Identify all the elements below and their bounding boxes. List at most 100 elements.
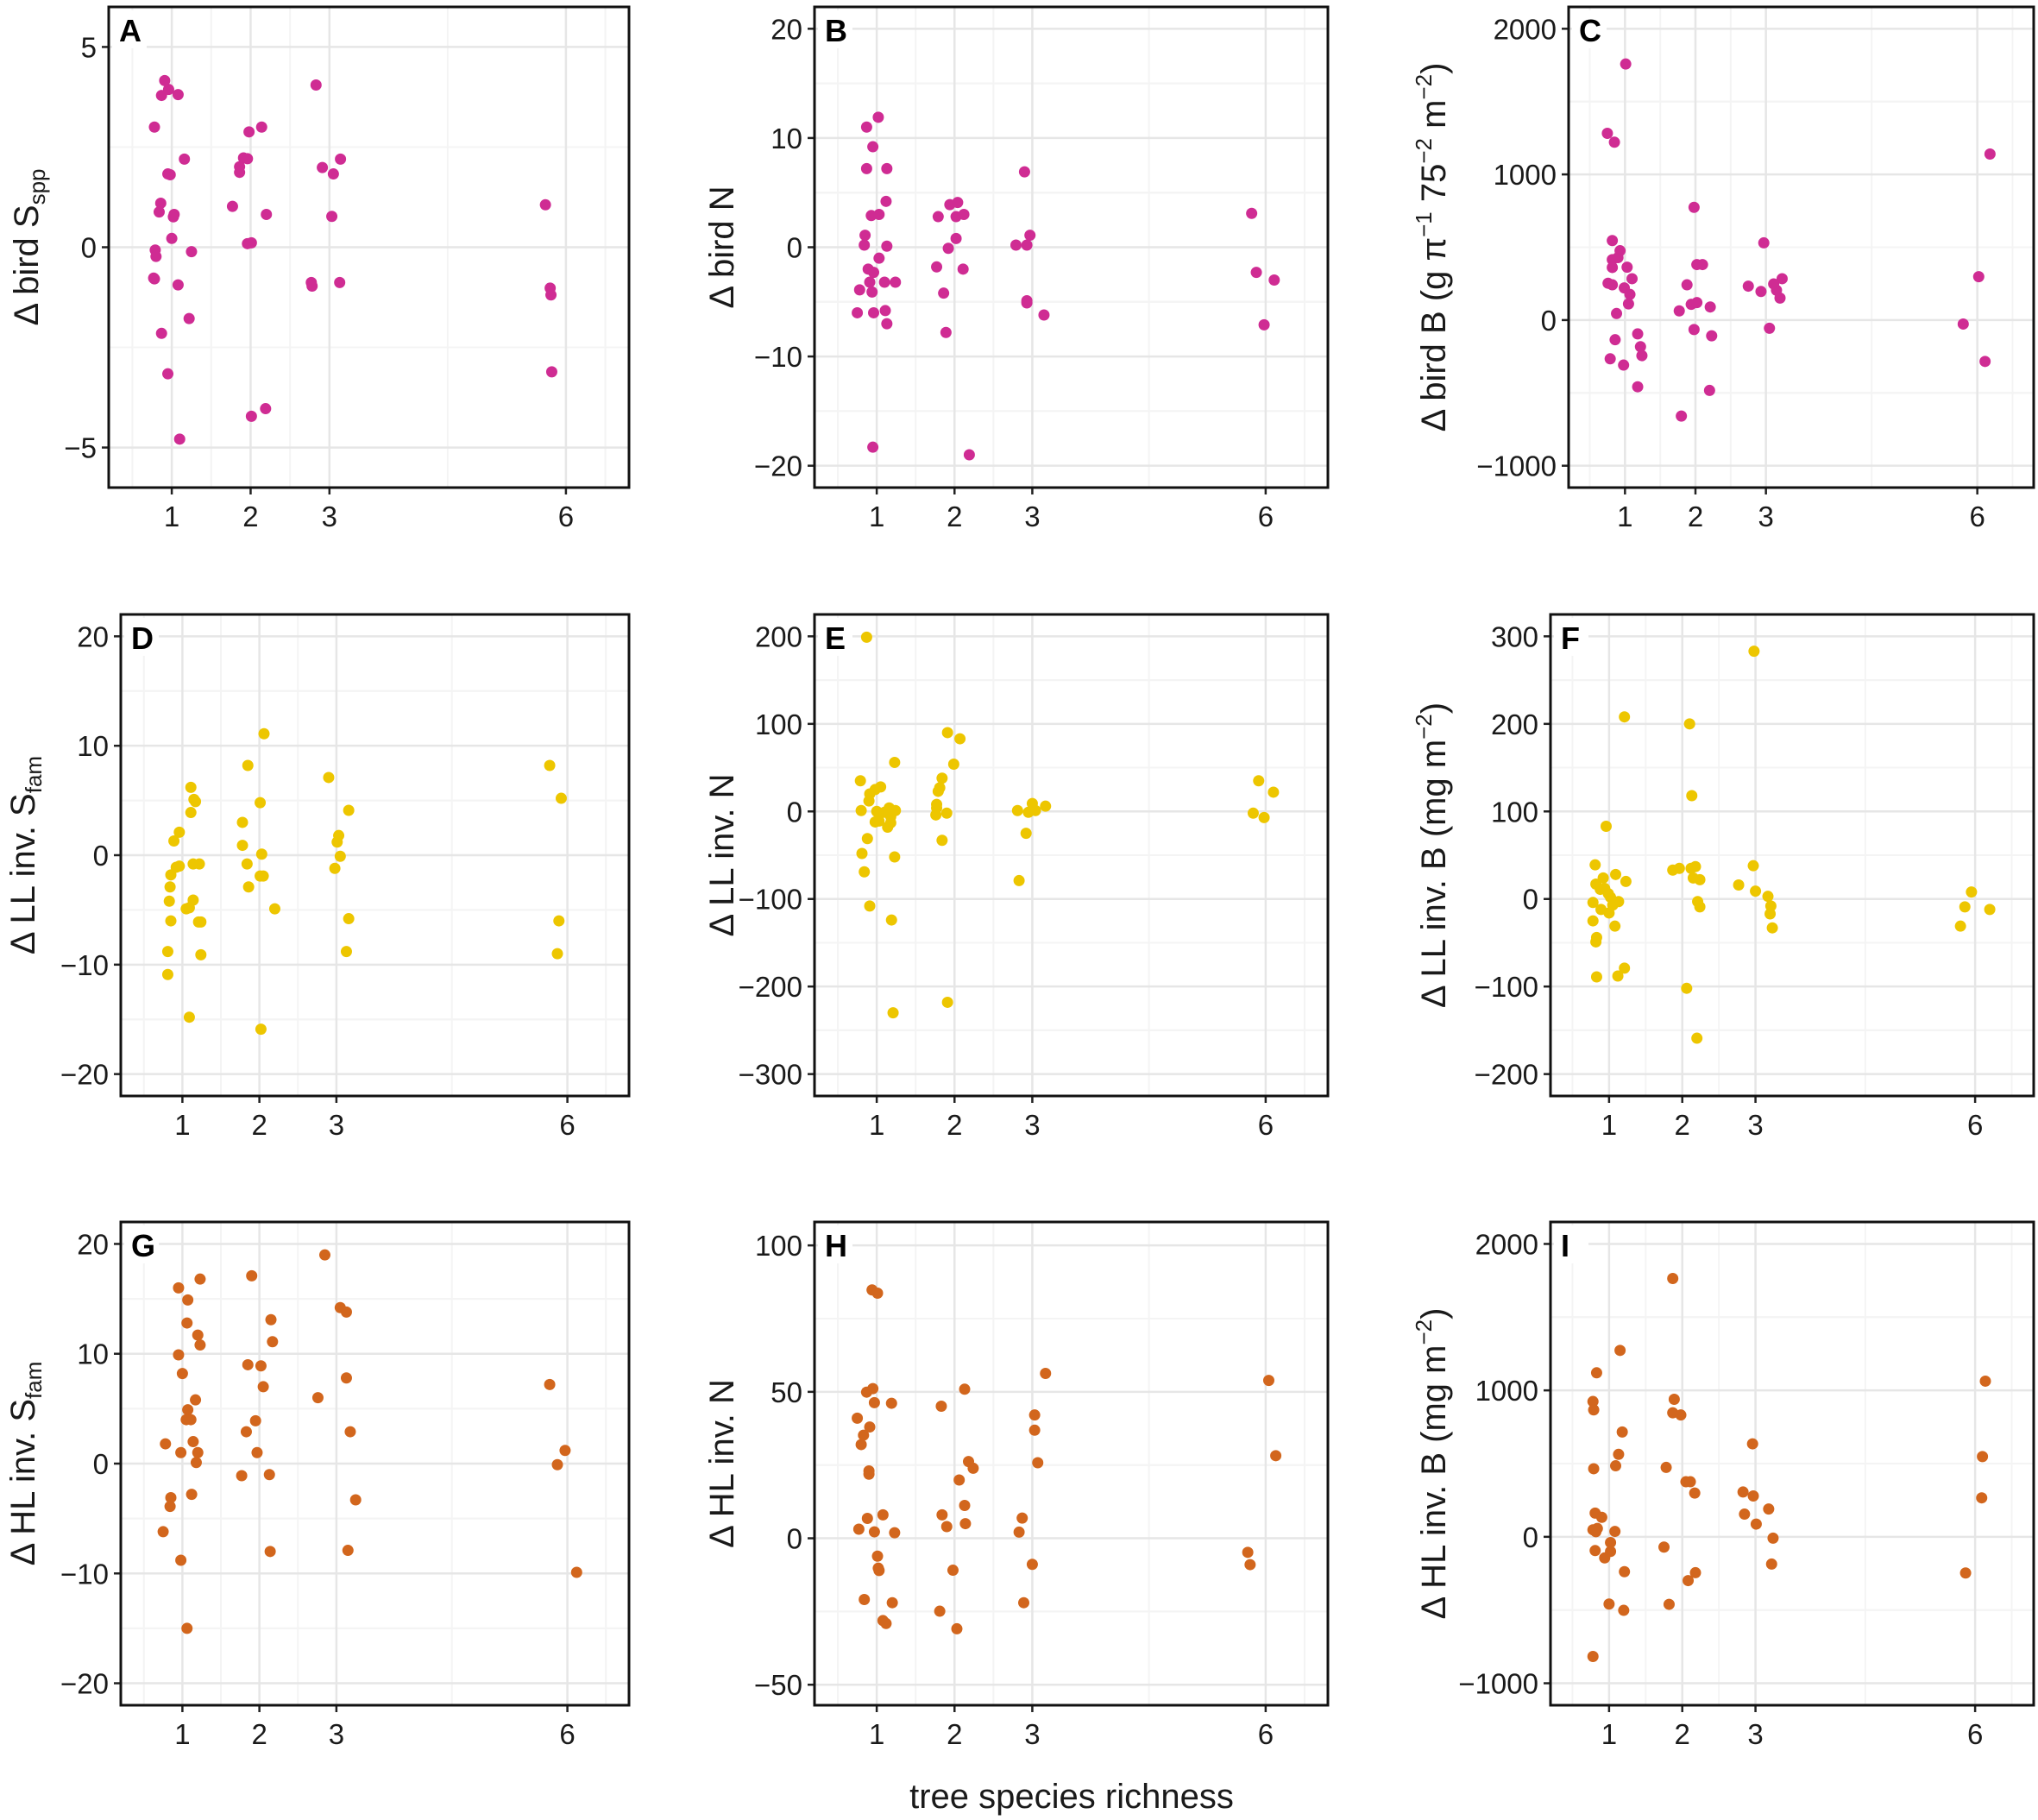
data-point: [1689, 860, 1701, 872]
data-point: [1619, 962, 1631, 974]
x-tick-label: 1: [1601, 1718, 1617, 1750]
y-axis-label: Δ bird N: [703, 186, 741, 308]
data-point: [1706, 330, 1718, 342]
data-point: [187, 1436, 199, 1448]
data-point: [160, 1438, 172, 1450]
data-point: [306, 280, 318, 293]
data-point: [1776, 273, 1788, 285]
x-tick-label: 2: [251, 1718, 267, 1750]
data-point: [863, 1468, 875, 1480]
data-point: [331, 836, 343, 848]
data-point: [954, 733, 966, 745]
data-point: [1704, 301, 1716, 313]
data-point: [1599, 1552, 1611, 1564]
panel-letter-background: [1554, 1225, 1588, 1263]
data-point: [880, 195, 892, 207]
data-point: [570, 1566, 582, 1578]
data-point: [959, 1383, 971, 1395]
data-point: [887, 1007, 899, 1019]
x-tick-label: 1: [1601, 1109, 1617, 1141]
y-tick-label: −100: [739, 884, 802, 916]
data-point: [544, 1378, 556, 1390]
y-axis-label-part: Δ LL inv. B (mg m: [1415, 740, 1453, 1008]
data-point: [934, 1605, 946, 1617]
data-point: [1612, 970, 1624, 982]
data-point: [889, 756, 901, 768]
data-point: [1614, 1345, 1626, 1357]
panel-letter-background: [818, 1225, 852, 1263]
x-tick-label: 6: [1967, 1109, 1983, 1141]
data-point: [1739, 1508, 1751, 1521]
data-point: [263, 1469, 275, 1481]
data-point: [1013, 874, 1025, 886]
y-axis-label-part: m: [1415, 100, 1453, 138]
data-point: [255, 1360, 267, 1372]
panel-F: 1 2 3 6 −200 −100 0 100 200 300 F Δ LL inv. B (mg m…: [1411, 613, 2035, 1141]
data-point: [181, 1317, 193, 1329]
data-point: [183, 312, 195, 324]
y-axis-label: Δ HL inv. N: [703, 1379, 741, 1548]
y-tick-label: 10: [77, 730, 109, 762]
data-point: [1620, 875, 1632, 887]
y-axis-label-part: Δ bird N: [703, 186, 741, 308]
data-point: [1737, 1486, 1749, 1498]
y-tick-label: 20: [77, 1228, 109, 1260]
data-point: [1675, 1409, 1687, 1421]
data-point: [261, 208, 273, 220]
data-point: [1612, 251, 1624, 263]
panel-letter-background: [124, 618, 159, 656]
panel-letter-background: [818, 10, 852, 48]
data-point: [1691, 1032, 1703, 1044]
data-point: [1018, 1596, 1030, 1609]
data-point: [1747, 860, 1759, 872]
data-point: [173, 433, 186, 445]
data-point: [1632, 381, 1644, 393]
data-point: [1747, 1490, 1759, 1502]
data-point: [251, 1446, 263, 1458]
data-point: [1959, 901, 1971, 913]
data-point: [1589, 859, 1601, 871]
y-tick-label: 0: [787, 796, 802, 828]
data-point: [879, 305, 891, 317]
data-point: [1607, 261, 1619, 274]
plot-border: [1567, 5, 2035, 489]
data-point: [335, 153, 347, 165]
data-point: [940, 807, 953, 819]
y-tick-label: −100: [1475, 971, 1538, 1003]
data-point: [1984, 904, 1996, 916]
data-point: [334, 276, 346, 288]
data-point: [1247, 807, 1259, 819]
data-point: [868, 1526, 880, 1538]
y-axis-label-part: Δ LL inv. S: [4, 793, 42, 954]
data-point: [1959, 1567, 1972, 1579]
data-point: [1667, 1273, 1679, 1285]
data-point: [886, 1596, 898, 1609]
data-point: [265, 1313, 277, 1326]
data-point: [1616, 1426, 1628, 1438]
data-point: [1010, 239, 1022, 251]
data-point: [162, 368, 174, 380]
data-point: [1689, 1566, 1701, 1578]
x-tick-label: 3: [1747, 1109, 1763, 1141]
y-axis-label-part: ): [1415, 702, 1453, 714]
data-point: [873, 209, 885, 221]
data-point: [243, 126, 255, 138]
panel-letter: C: [1579, 13, 1601, 48]
y-tick-label: 10: [77, 1338, 109, 1370]
data-point: [860, 631, 872, 643]
data-point: [164, 168, 176, 180]
data-point: [1244, 1559, 1256, 1571]
data-point: [866, 286, 878, 298]
x-tick-label: 6: [1258, 1109, 1274, 1141]
data-point: [1258, 811, 1270, 823]
data-point: [545, 289, 557, 301]
data-point: [1689, 1487, 1701, 1499]
data-point: [1626, 273, 1638, 285]
data-point: [183, 1011, 195, 1023]
data-point: [881, 240, 893, 252]
data-point: [1984, 148, 1996, 160]
data-point: [185, 807, 197, 819]
data-point: [1750, 885, 1762, 897]
data-point: [343, 804, 355, 816]
data-point: [1610, 868, 1622, 880]
